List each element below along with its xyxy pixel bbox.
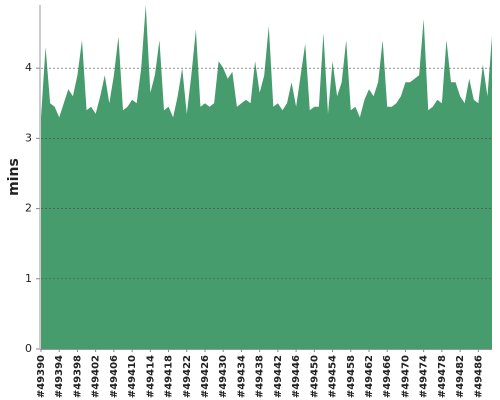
y-tick-label: 0 bbox=[25, 342, 32, 355]
area bbox=[41, 5, 492, 349]
x-tick-label: #49478 bbox=[437, 355, 448, 398]
y-tick-label: 2 bbox=[25, 202, 32, 215]
x-tick-label: #49450 bbox=[309, 355, 320, 398]
x-tick-label: #49434 bbox=[236, 355, 247, 398]
y-tick-label: 3 bbox=[25, 131, 32, 144]
x-tick-label: #49410 bbox=[127, 355, 138, 398]
x-tick-label: #49458 bbox=[346, 355, 357, 398]
x-tick-label: #49418 bbox=[164, 355, 175, 398]
x-tick-label: #49474 bbox=[419, 355, 430, 398]
x-tick-label: #49486 bbox=[473, 355, 484, 398]
x-tick-label: #49422 bbox=[182, 355, 193, 398]
x-tick-label: #49466 bbox=[382, 355, 393, 398]
x-tick-label: #49406 bbox=[109, 355, 120, 398]
x-tick-label: #49390 bbox=[36, 355, 47, 398]
x-tick-label: #49454 bbox=[328, 355, 339, 398]
x-tick-label: #49398 bbox=[72, 355, 83, 398]
x-tick-label: #49446 bbox=[291, 355, 302, 398]
x-tick-label: #49430 bbox=[218, 355, 229, 398]
x-tick-label: #49442 bbox=[273, 355, 284, 398]
y-tick-label: 1 bbox=[25, 272, 32, 285]
y-tick-label: 4 bbox=[25, 61, 32, 74]
y-axis-label: mins bbox=[6, 158, 22, 196]
x-tick-label: #49426 bbox=[200, 355, 211, 398]
x-tick-label: #49402 bbox=[91, 355, 102, 398]
x-tick-label: #49414 bbox=[145, 355, 156, 398]
x-tick-label: #49482 bbox=[455, 355, 466, 398]
x-tick-label: #49470 bbox=[400, 355, 411, 398]
x-tick-label: #49394 bbox=[54, 355, 65, 398]
x-tick-label: #49462 bbox=[364, 355, 375, 398]
x-tick-label: #49438 bbox=[255, 355, 266, 398]
